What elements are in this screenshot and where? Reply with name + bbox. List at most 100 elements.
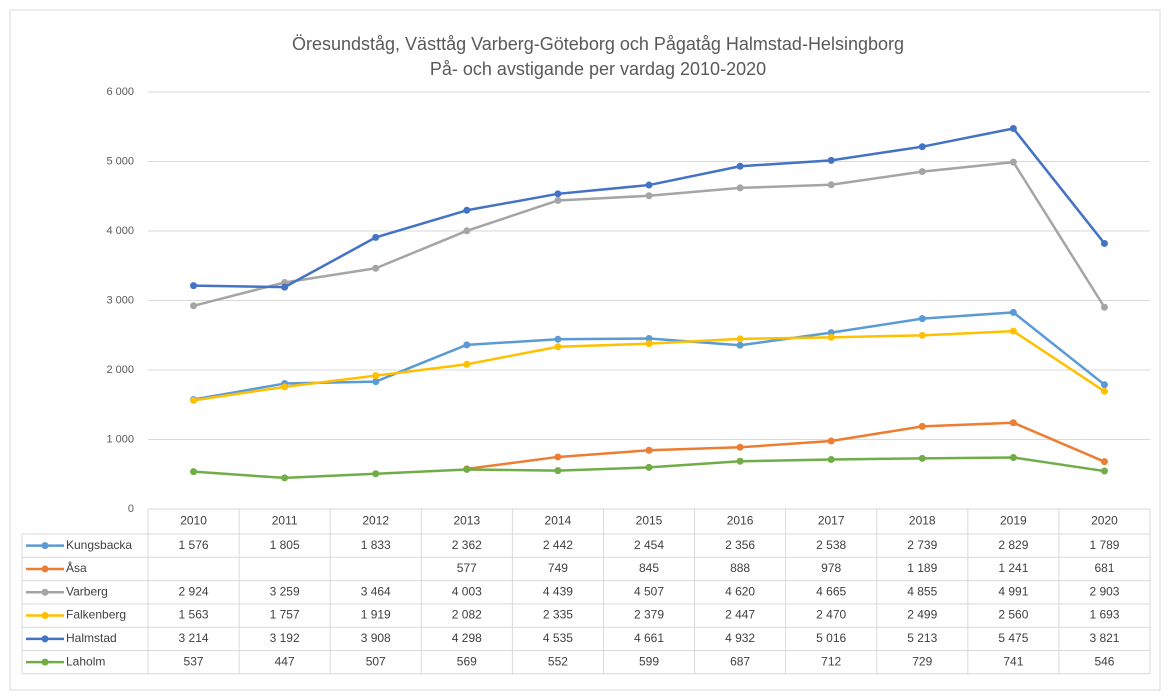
legend-label: Varberg [66, 584, 108, 598]
x-tick-label: 2013 [453, 514, 480, 528]
point [463, 360, 471, 368]
point [827, 181, 835, 189]
table-value: 3 192 [270, 631, 300, 645]
table-value: 1 789 [1089, 538, 1119, 552]
point [736, 341, 744, 349]
point [281, 383, 289, 391]
legend-marker [41, 612, 49, 620]
table-value: 2 362 [452, 538, 482, 552]
table-value: 1 241 [998, 561, 1028, 575]
table-value: 2 335 [543, 608, 573, 622]
table-value: 729 [912, 654, 932, 668]
y-tick-label: 3 000 [106, 294, 134, 306]
point [190, 302, 198, 310]
point [1100, 239, 1108, 247]
table-value: 681 [1094, 561, 1114, 575]
table-value: 4 661 [634, 631, 664, 645]
point [463, 227, 471, 235]
table-value: 546 [1094, 654, 1114, 668]
table-value: 2 454 [634, 538, 664, 552]
point [554, 190, 562, 198]
table-value: 5 213 [907, 631, 937, 645]
table-value: 4 535 [543, 631, 573, 645]
point [463, 341, 471, 349]
point [827, 437, 835, 445]
table-value: 687 [730, 654, 750, 668]
x-tick-label: 2017 [818, 514, 845, 528]
table-value: 978 [821, 561, 841, 575]
table-value: 569 [457, 654, 477, 668]
table-value: 599 [639, 654, 659, 668]
series-line [466, 421, 1105, 471]
table-value: 1 563 [179, 608, 209, 622]
point [463, 206, 471, 214]
table-value: 5 475 [998, 631, 1028, 645]
point [372, 378, 380, 386]
table-value: 845 [639, 561, 659, 575]
point [1100, 381, 1108, 389]
point [827, 333, 835, 341]
table-value: 4 932 [725, 631, 755, 645]
table-value: 2 447 [725, 608, 755, 622]
table-value: 2 829 [998, 538, 1028, 552]
legend-label: Kungsbacka [66, 538, 132, 552]
point [918, 168, 926, 176]
table-value: 2 924 [179, 584, 209, 598]
legend-label: Laholm [66, 654, 105, 668]
chart-title: Öresundståg, Västtåg Varberg-Göteborg oc… [292, 34, 904, 54]
legend-label: Halmstad [66, 631, 117, 645]
point [1100, 303, 1108, 311]
table-value: 1 805 [270, 538, 300, 552]
point [281, 474, 289, 482]
point [1100, 467, 1108, 475]
point [554, 196, 562, 204]
table-value: 4 003 [452, 584, 482, 598]
table-value: 4 439 [543, 584, 573, 598]
x-tick-label: 2015 [636, 514, 663, 528]
table-value: 4 298 [452, 631, 482, 645]
point [827, 456, 835, 464]
legend-marker [41, 658, 49, 666]
table-value: 447 [275, 654, 295, 668]
point [1009, 124, 1017, 132]
table-value: 1 757 [270, 608, 300, 622]
point [554, 343, 562, 351]
x-tick-label: 2018 [909, 514, 936, 528]
legend-marker [41, 635, 49, 643]
chart-frame [9, 9, 1161, 691]
x-tick-label: 2016 [727, 514, 754, 528]
point [645, 340, 653, 348]
y-tick-label: 0 [128, 503, 134, 515]
table-value: 4 991 [998, 584, 1028, 598]
x-tick-label: 2011 [272, 514, 298, 528]
table-value: 537 [184, 654, 204, 668]
table-value: 577 [457, 561, 477, 575]
point [736, 162, 744, 170]
point [736, 335, 744, 343]
point [554, 467, 562, 475]
table-value: 3 821 [1089, 631, 1119, 645]
chart-subtitle: På- och avstigande per vardag 2010-2020 [430, 59, 766, 79]
table-value: 2 379 [634, 608, 664, 622]
table-value: 3 464 [361, 584, 391, 598]
table-value: 2 739 [907, 538, 937, 552]
table-value: 4 855 [907, 584, 937, 598]
x-tick-label: 2019 [1000, 514, 1027, 528]
table-value: 888 [730, 561, 750, 575]
legend-marker [41, 588, 49, 596]
point [1009, 158, 1017, 166]
x-tick-label: 2014 [545, 514, 572, 528]
table-value: 2 538 [816, 538, 846, 552]
point [190, 396, 198, 404]
point [1100, 458, 1108, 466]
table-value: 1 833 [361, 538, 391, 552]
x-tick-label: 2012 [362, 514, 389, 528]
point [554, 335, 562, 343]
point [1009, 308, 1017, 316]
y-tick-label: 6 000 [106, 86, 134, 98]
legend-marker [41, 542, 49, 550]
point [190, 468, 198, 476]
table-value: 4 507 [634, 584, 664, 598]
point [645, 446, 653, 454]
